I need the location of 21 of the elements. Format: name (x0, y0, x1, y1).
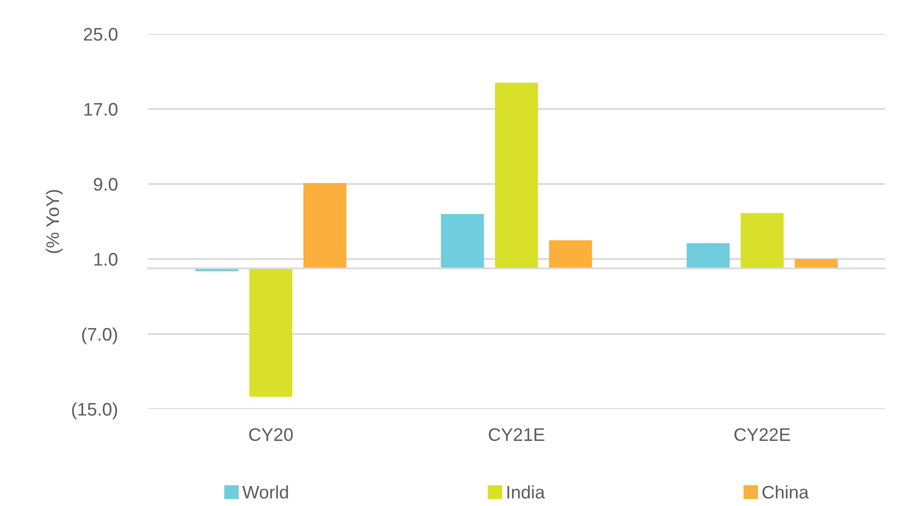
legend-label: India (507, 485, 545, 499)
y-tick-label: 1.0 (94, 252, 118, 266)
y-tick-label: 17.0 (84, 102, 118, 116)
y-axis-title: (% YoY) (46, 190, 63, 254)
legend-label: China (762, 485, 809, 499)
bar (303, 183, 346, 268)
bar (549, 240, 592, 268)
bar (495, 82, 538, 268)
x-tick-label: CY20 (249, 428, 293, 442)
bar (686, 243, 730, 268)
bar (249, 268, 292, 397)
y-tick-label: (15.0) (72, 402, 118, 420)
y-tick-label: 25.0 (84, 28, 118, 41)
bar (794, 259, 838, 268)
bar (440, 214, 484, 268)
x-tick-label: CY21E (488, 428, 544, 442)
y-tick-label: 9.0 (94, 178, 118, 191)
bar (740, 213, 784, 268)
x-tick-label: CY22E (734, 428, 790, 442)
legend-label: World (242, 485, 288, 499)
y-tick-label: (7.0) (82, 327, 118, 344)
